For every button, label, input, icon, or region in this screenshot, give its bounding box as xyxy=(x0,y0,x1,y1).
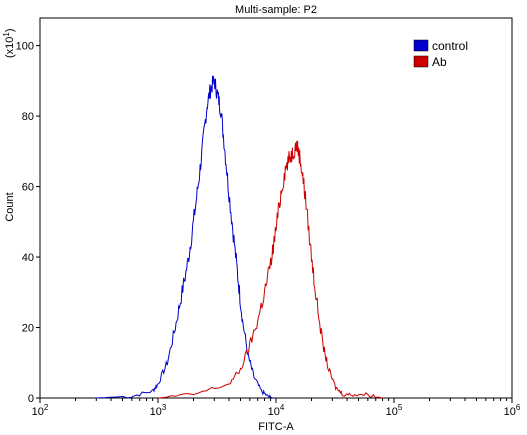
legend-label-ab: Ab xyxy=(432,55,447,69)
x-tick-label: 102 xyxy=(32,403,49,418)
y-multiplier-exponent: 1 xyxy=(2,32,11,37)
y-multiplier-suffix: ) xyxy=(4,28,16,32)
x-tick-base: 10 xyxy=(268,406,280,418)
y-tick-label: 100 xyxy=(16,41,34,53)
x-tick-label: 104 xyxy=(268,403,285,418)
x-axis-label: FITC-A xyxy=(258,421,294,433)
x-tick-base: 10 xyxy=(504,406,516,418)
series-line-ab xyxy=(157,140,383,399)
y-axis-label: Count xyxy=(4,192,16,221)
x-tick-label: 105 xyxy=(386,403,403,418)
x-tick-exponent: 5 xyxy=(398,403,403,412)
x-tick-label: 106 xyxy=(504,403,521,418)
x-tick-exponent: 4 xyxy=(280,403,285,412)
y-axis-ticks: 0 20 40 60 80 100 xyxy=(16,41,40,405)
y-tick-label: 20 xyxy=(22,323,34,335)
x-tick-exponent: 2 xyxy=(44,403,49,412)
x-tick-base: 10 xyxy=(150,406,162,418)
legend-swatch-control xyxy=(413,39,429,52)
legend-swatch-ab xyxy=(413,55,429,68)
y-tick-label: 40 xyxy=(22,252,34,264)
chart-title: Multi-sample: P2 xyxy=(235,4,317,16)
series-lines xyxy=(96,75,383,399)
legend-label-control: control xyxy=(432,39,468,53)
series-line-control xyxy=(96,75,274,399)
x-tick-base: 10 xyxy=(386,406,398,418)
y-tick-label: 60 xyxy=(22,182,34,194)
x-tick-label: 103 xyxy=(150,403,167,418)
legend: control Ab xyxy=(413,39,468,69)
y-tick-label: 0 xyxy=(28,393,34,405)
x-tick-base: 10 xyxy=(32,406,44,418)
x-tick-exponent: 3 xyxy=(162,403,167,412)
x-axis-ticks: 102 103 104 105 106 xyxy=(32,398,521,418)
y-multiplier-prefix: (x10 xyxy=(4,37,16,58)
x-tick-exponent: 6 xyxy=(516,403,521,412)
y-tick-label: 80 xyxy=(22,111,34,123)
plot-frame xyxy=(39,17,513,399)
y-multiplier-label: (x101) xyxy=(2,28,16,58)
